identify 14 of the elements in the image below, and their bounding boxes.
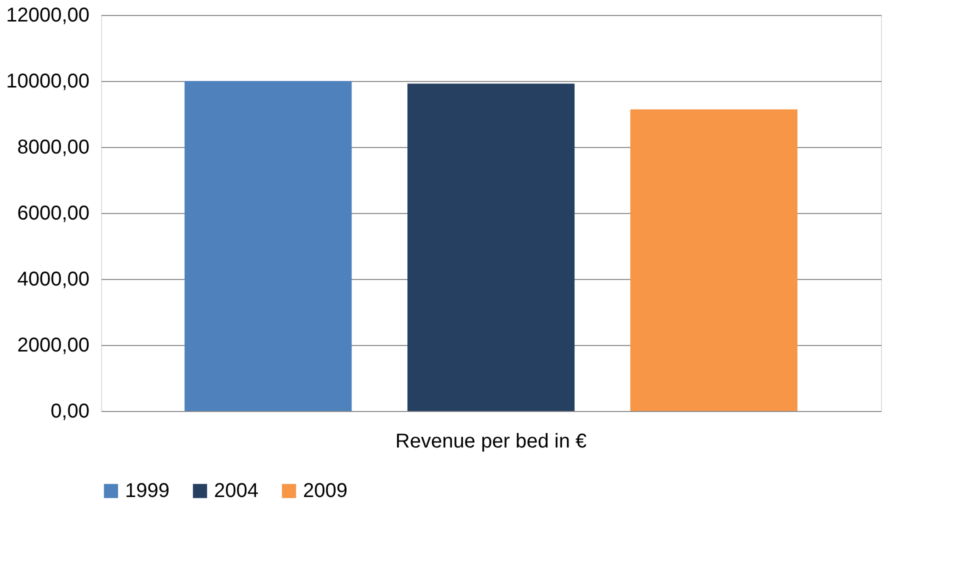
y-tick-label: 2000,00 xyxy=(17,334,90,356)
y-tick-label: 8000,00 xyxy=(17,136,90,158)
y-tick-label: 12000,00 xyxy=(6,4,90,26)
bar xyxy=(630,109,798,411)
legend-label: 2009 xyxy=(303,480,348,502)
x-tick-label: Revenue per bed in € xyxy=(395,430,587,452)
y-tick-label: 4000,00 xyxy=(17,268,90,290)
bar xyxy=(407,84,575,411)
y-tick-label: 6000,00 xyxy=(17,202,90,224)
bar xyxy=(184,81,352,411)
legend-label: 1999 xyxy=(125,480,170,502)
y-tick-label: 10000,00 xyxy=(6,70,90,92)
y-tick-label: 0,00 xyxy=(50,400,90,422)
legend-label: 2004 xyxy=(214,480,258,502)
